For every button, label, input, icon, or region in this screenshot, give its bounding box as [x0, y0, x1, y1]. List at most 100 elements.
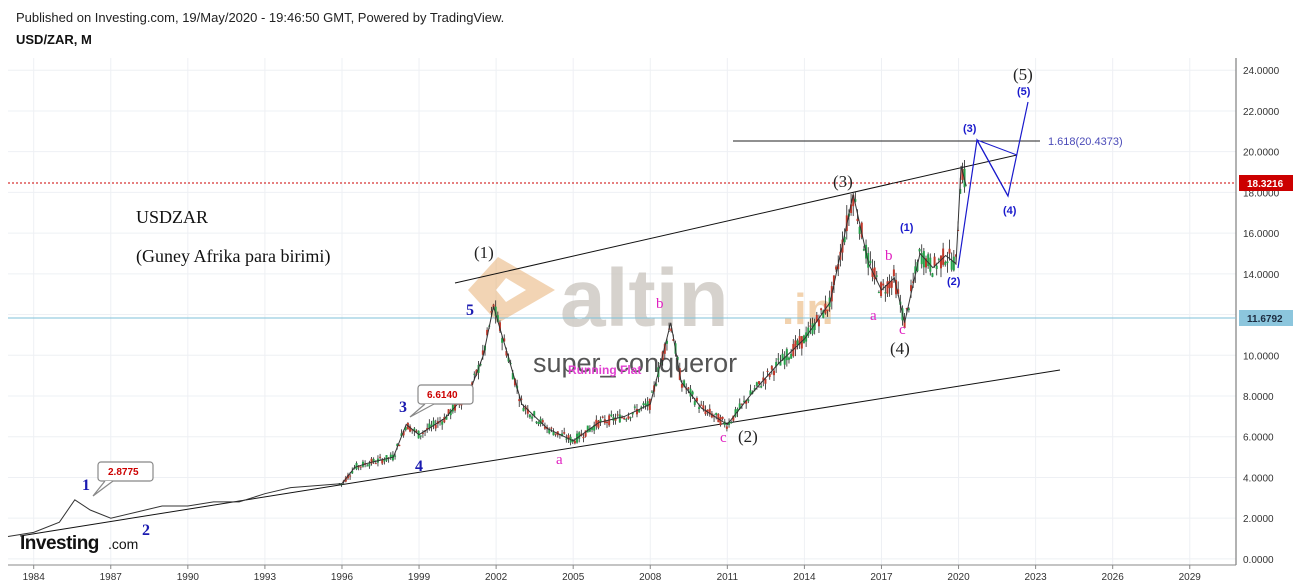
callout-6-6140: 6.6140: [409, 384, 474, 418]
candle-body: [730, 422, 733, 424]
candle-body: [927, 254, 930, 267]
candle-body: [593, 425, 596, 431]
candle-body: [413, 428, 416, 432]
candle-body: [693, 401, 696, 405]
candle-body: [419, 435, 422, 437]
candle-body: [862, 249, 865, 251]
candle-body: [584, 430, 587, 437]
subwave-label-5: 5: [466, 302, 474, 319]
candle-body: [503, 338, 506, 342]
corr-label-a-1: a: [556, 452, 563, 468]
x-tick-label: 2023: [1024, 572, 1047, 583]
candle-body: [939, 255, 942, 269]
candle-body: [850, 204, 853, 213]
candle-body: [760, 385, 763, 388]
candle-body: [599, 419, 602, 423]
candle-body: [852, 194, 855, 207]
candle-body: [614, 417, 617, 421]
candle-body: [768, 373, 771, 377]
current-price-tag: 18.3216: [1239, 175, 1293, 191]
candle-body: [790, 353, 793, 359]
wave-label-3: (3): [833, 172, 853, 191]
candle-body: [366, 465, 369, 467]
candle-body: [513, 378, 516, 386]
candle-body: [640, 406, 643, 408]
y-tick-label: 14.0000: [1243, 270, 1280, 281]
proj-label-5: (5): [1017, 86, 1031, 98]
candle-body: [588, 428, 591, 432]
x-tick-label: 1984: [23, 572, 46, 583]
candle-body: [734, 409, 737, 417]
candle-body: [507, 357, 510, 362]
x-tick-label: 2017: [870, 572, 893, 583]
candle-body: [415, 430, 418, 432]
candle-body: [526, 408, 529, 414]
chart-symbol: USD/ZAR, M: [16, 32, 92, 47]
running-flat-label: Running Flat: [568, 363, 641, 377]
candle-body: [627, 416, 630, 419]
candle-body: [586, 425, 589, 433]
candle-body: [873, 267, 876, 280]
candle-body: [610, 414, 613, 417]
candle-body: [595, 419, 598, 427]
wave-label-1: (1): [474, 243, 494, 262]
candle-body: [922, 251, 925, 268]
candle-body: [430, 424, 433, 427]
candle-body: [721, 416, 724, 419]
watermark-handle: super_conqueror: [533, 348, 737, 378]
published-info: Published on Investing.com, 19/May/2020 …: [16, 10, 505, 25]
candle-body: [481, 350, 484, 355]
candle-body: [809, 325, 812, 327]
proj-label-2: (2): [947, 276, 961, 288]
candle-body: [888, 280, 891, 289]
candle-body: [443, 417, 446, 423]
fib-level-label: 1.618(20.4373): [1048, 136, 1123, 148]
corr-label-c-1: c: [720, 430, 727, 446]
candle-body: [933, 256, 936, 266]
candle-body: [749, 390, 752, 396]
candle-body: [623, 417, 626, 420]
lower-channel-line: [19, 369, 1061, 537]
corr-label-c-2: c: [899, 322, 906, 338]
investing-logo-suffix: .com: [108, 536, 138, 552]
callout-2-8775-text: 2.8775: [108, 467, 139, 478]
candle-body: [601, 416, 604, 418]
candle-body: [937, 258, 940, 260]
candle-body: [785, 349, 788, 361]
candle-body: [680, 383, 683, 388]
candle-body: [618, 414, 621, 423]
candle-body: [920, 253, 923, 265]
candle-body: [520, 398, 523, 400]
candle-body: [854, 199, 857, 202]
candle-body: [950, 260, 953, 270]
candle-body: [501, 338, 504, 343]
candle-body: [638, 409, 641, 413]
candle-body: [606, 421, 609, 424]
candle-body: [875, 275, 878, 277]
candle-body: [591, 427, 594, 430]
x-tick-label: 2005: [562, 572, 585, 583]
candle-body: [687, 387, 690, 389]
candle-body: [815, 314, 818, 322]
proj-label-3: (3): [963, 123, 977, 135]
candle-body: [942, 248, 945, 265]
candle-body: [775, 361, 778, 367]
candle-body: [543, 426, 546, 429]
candle-body: [494, 306, 497, 316]
y-tick-label: 24.0000: [1243, 66, 1280, 77]
candle-body: [796, 340, 799, 345]
candle-body: [650, 391, 653, 393]
candle-body: [715, 412, 718, 415]
candle-body: [781, 353, 784, 361]
support-price-tag: 11.6792: [1239, 310, 1293, 326]
candle-body: [779, 361, 782, 366]
candle-body: [903, 318, 906, 329]
candle-body: [766, 370, 769, 372]
candle-body: [702, 405, 705, 410]
candle-body: [486, 329, 489, 336]
candle-body: [948, 248, 951, 254]
candle-body: [473, 373, 476, 375]
candle-body: [925, 258, 928, 268]
candle-body: [522, 407, 525, 412]
